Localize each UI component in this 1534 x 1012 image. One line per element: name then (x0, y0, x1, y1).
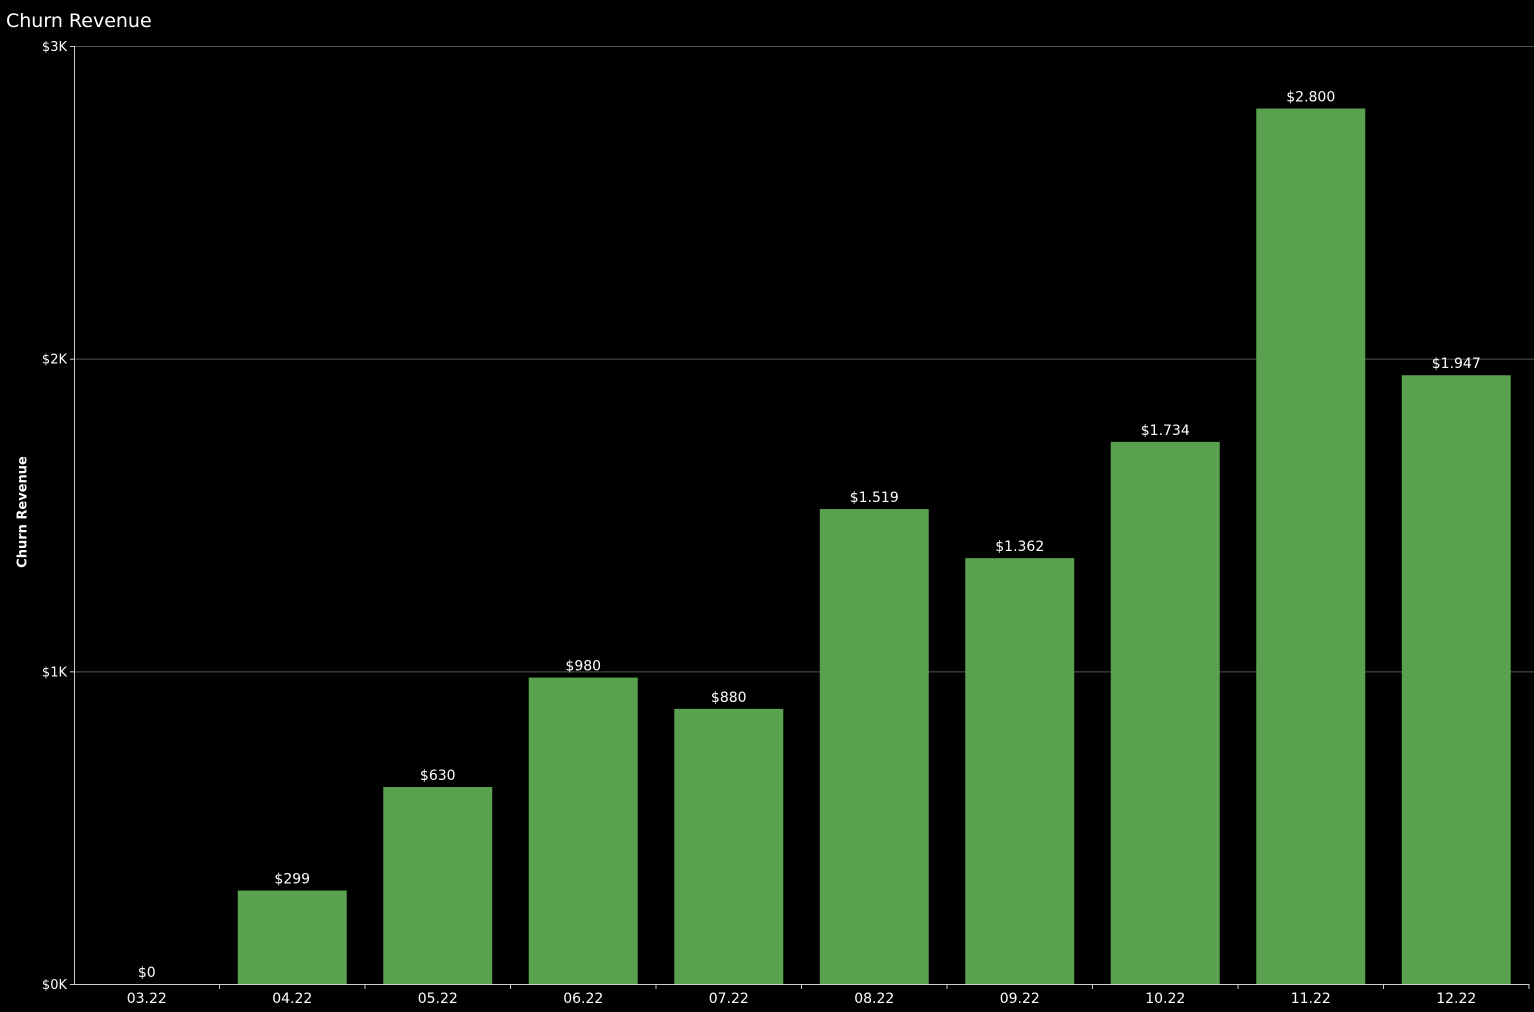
bar-09.22[interactable] (965, 558, 1075, 984)
bar-value-label: $630 (420, 768, 456, 784)
bar-08.22[interactable] (819, 509, 929, 984)
bar-07.22[interactable] (674, 708, 784, 984)
bar-12.22[interactable] (1401, 375, 1511, 984)
bar-05.22[interactable] (383, 787, 493, 984)
chart-title: Churn Revenue (6, 10, 152, 32)
bar-value-label: $880 (711, 690, 747, 706)
x-tick-label: 12.22 (1436, 991, 1476, 1007)
x-tick-label: 06.22 (563, 991, 603, 1007)
y-tick-label: $0K (42, 978, 68, 993)
bar-value-label: $2.800 (1286, 90, 1335, 106)
bar-value-label: $299 (274, 872, 310, 888)
y-tick-label: $2K (42, 353, 68, 368)
x-tick-label: 11.22 (1291, 991, 1331, 1007)
x-tick-label: 03.22 (127, 991, 167, 1007)
x-tick-label: 10.22 (1145, 991, 1185, 1007)
y-tick-label: $1K (42, 665, 68, 680)
x-tick-label: 08.22 (854, 991, 894, 1007)
labels: $0K $1K $2K $3K $0 03.22 $299 04.22 $630 05.22 $98… (42, 40, 1481, 1007)
x-tick-label: 09.22 (1000, 991, 1040, 1007)
bar-value-label: $1.362 (995, 539, 1044, 555)
bar-value-label: $1.519 (850, 490, 899, 506)
bar-04.22[interactable] (237, 890, 347, 984)
axes (70, 46, 1530, 989)
x-tick-label: 07.22 (709, 991, 749, 1007)
y-tick-label: $3K (42, 40, 68, 55)
bar-value-label: $1.734 (1141, 423, 1190, 439)
bar-06.22[interactable] (528, 677, 638, 984)
x-tick-label: 04.22 (272, 991, 312, 1007)
bar-value-label: $1.947 (1432, 356, 1481, 372)
bar-value-label: $980 (565, 659, 601, 675)
bars (237, 108, 1511, 985)
bar-10.22[interactable] (1110, 441, 1220, 984)
x-tick-label: 05.22 (418, 991, 458, 1007)
bar-11.22[interactable] (1256, 108, 1366, 985)
bar-value-label: $0 (138, 965, 156, 981)
